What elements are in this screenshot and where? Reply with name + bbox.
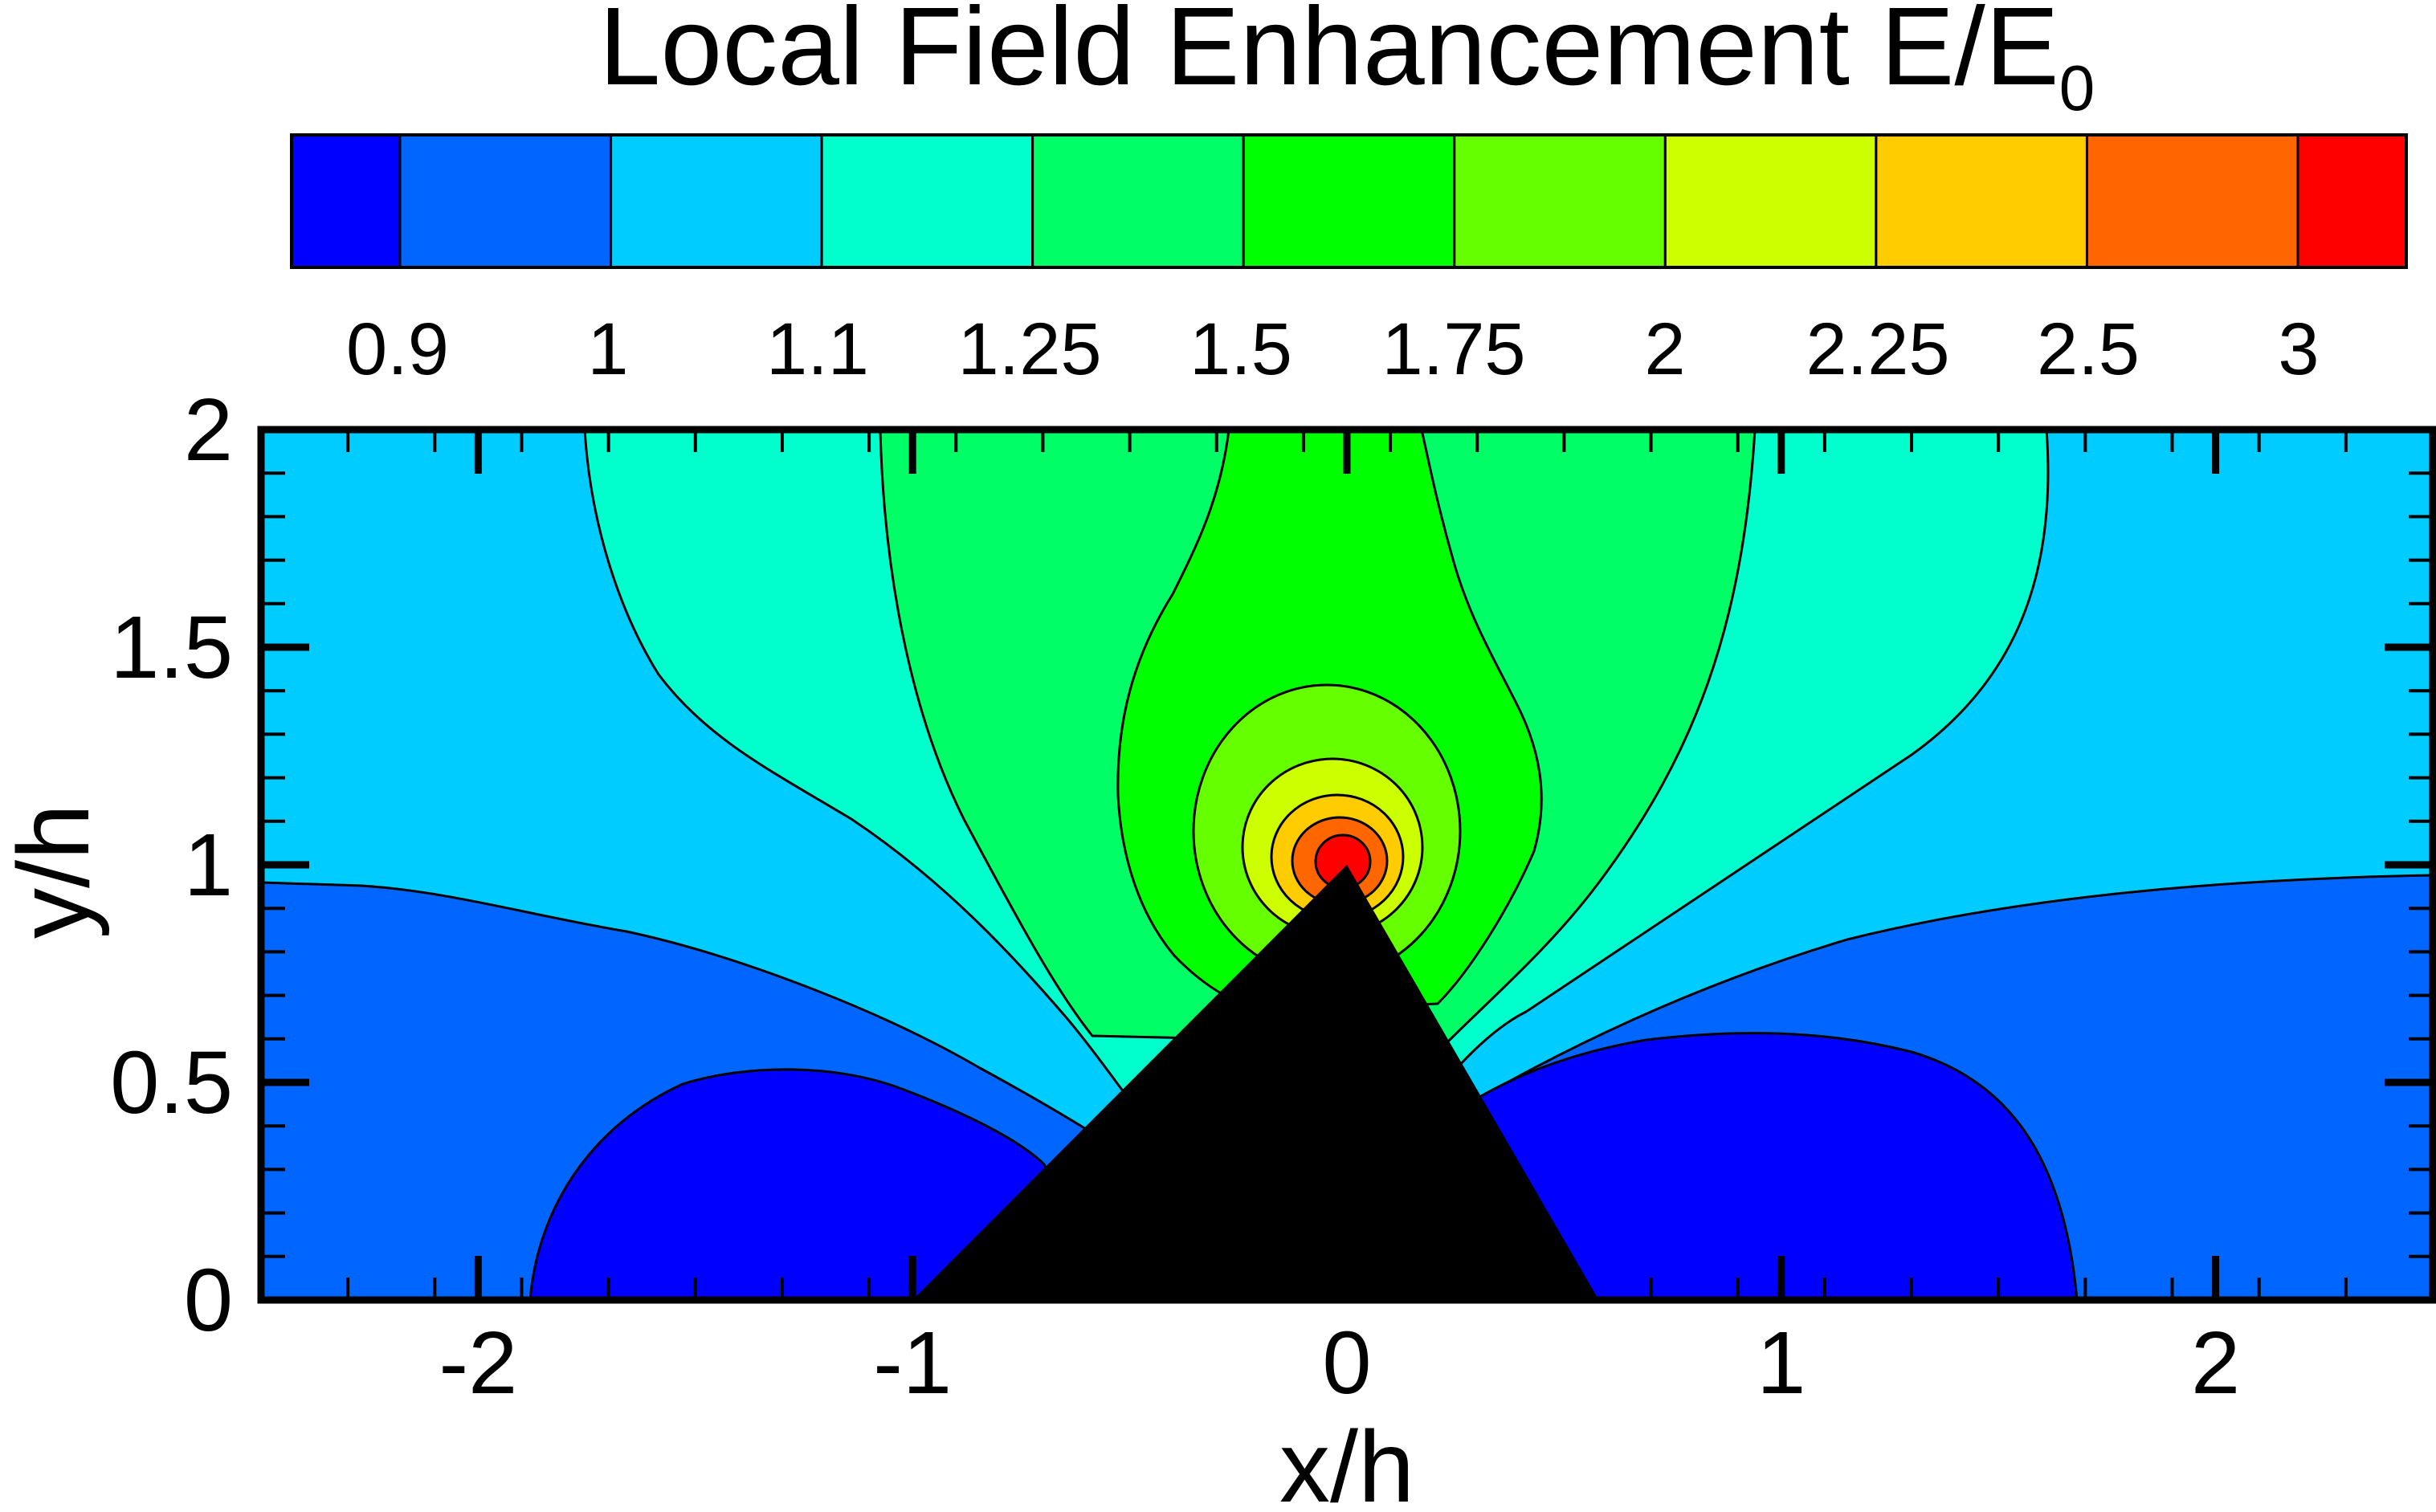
x-axis-title: x/h — [1279, 1410, 1414, 1512]
colorbar-swatch — [1453, 133, 1667, 269]
x-tick-label: -2 — [439, 1314, 517, 1412]
colorbar-swatch — [290, 133, 402, 269]
colorbar-label: 3 — [2278, 308, 2319, 390]
colorbar-labels: 0.9 1 1.1 1.25 1.5 1.75 2 2.25 2.5 3 — [346, 308, 2320, 390]
chart-title-main: Local Field Enhancement E/E — [599, 0, 2059, 108]
colorbar-frame — [290, 133, 2408, 269]
y-tick-label: 2 — [184, 381, 233, 479]
colorbar-swatch — [1663, 133, 1878, 269]
colorbar-swatch — [1242, 133, 1456, 269]
colorbar-swatch — [2085, 133, 2299, 269]
y-tick-label: 0.5 — [110, 1033, 233, 1132]
colorbar-swatch — [1031, 133, 1245, 269]
tick-labels: -2 -1 0 1 2 0 0.5 1 1.5 2 — [110, 381, 2240, 1412]
plot-area — [261, 430, 2433, 1300]
y-tick-label: 0 — [184, 1251, 233, 1350]
y-axis-title: y/h — [0, 804, 110, 939]
x-tick-label: -1 — [873, 1314, 952, 1412]
colorbar-label: 1 — [587, 308, 628, 390]
colorbar-label: 1.1 — [766, 308, 869, 390]
colorbar-swatch — [1875, 133, 2088, 269]
contour-lobe-right-below-0.9 — [1460, 1032, 2079, 1300]
y-tick-label: 1.5 — [110, 598, 233, 697]
colorbar-swatch — [398, 133, 613, 269]
contour-lobe-left-below-0.9 — [528, 1068, 1110, 1300]
colorbar-swatch — [820, 133, 1034, 269]
x-tick-label: 2 — [2191, 1314, 2240, 1412]
colorbar-label: 2 — [1644, 308, 1685, 390]
colorbar — [290, 133, 2408, 269]
chart-title-subscript: 0 — [2059, 52, 2095, 124]
x-tick-label: 0 — [1322, 1314, 1371, 1412]
colorbar-swatch — [610, 133, 823, 269]
colorbar-label: 1.5 — [1189, 308, 1292, 390]
colorbar-label: 0.9 — [346, 308, 449, 390]
colorbar-label: 2.5 — [2037, 308, 2140, 390]
x-tick-label: 1 — [1757, 1314, 1806, 1412]
chart-title: Local Field Enhancement E/E0 — [599, 0, 2095, 124]
colorbar-label: 1.25 — [957, 308, 1101, 390]
colorbar-swatch — [2296, 133, 2408, 269]
colorbar-label: 1.75 — [1381, 308, 1525, 390]
y-tick-label: 1 — [184, 816, 233, 915]
triangle-obstacle — [912, 865, 1599, 1300]
axes — [257, 426, 2436, 1304]
colorbar-label: 2.25 — [1806, 308, 1949, 390]
